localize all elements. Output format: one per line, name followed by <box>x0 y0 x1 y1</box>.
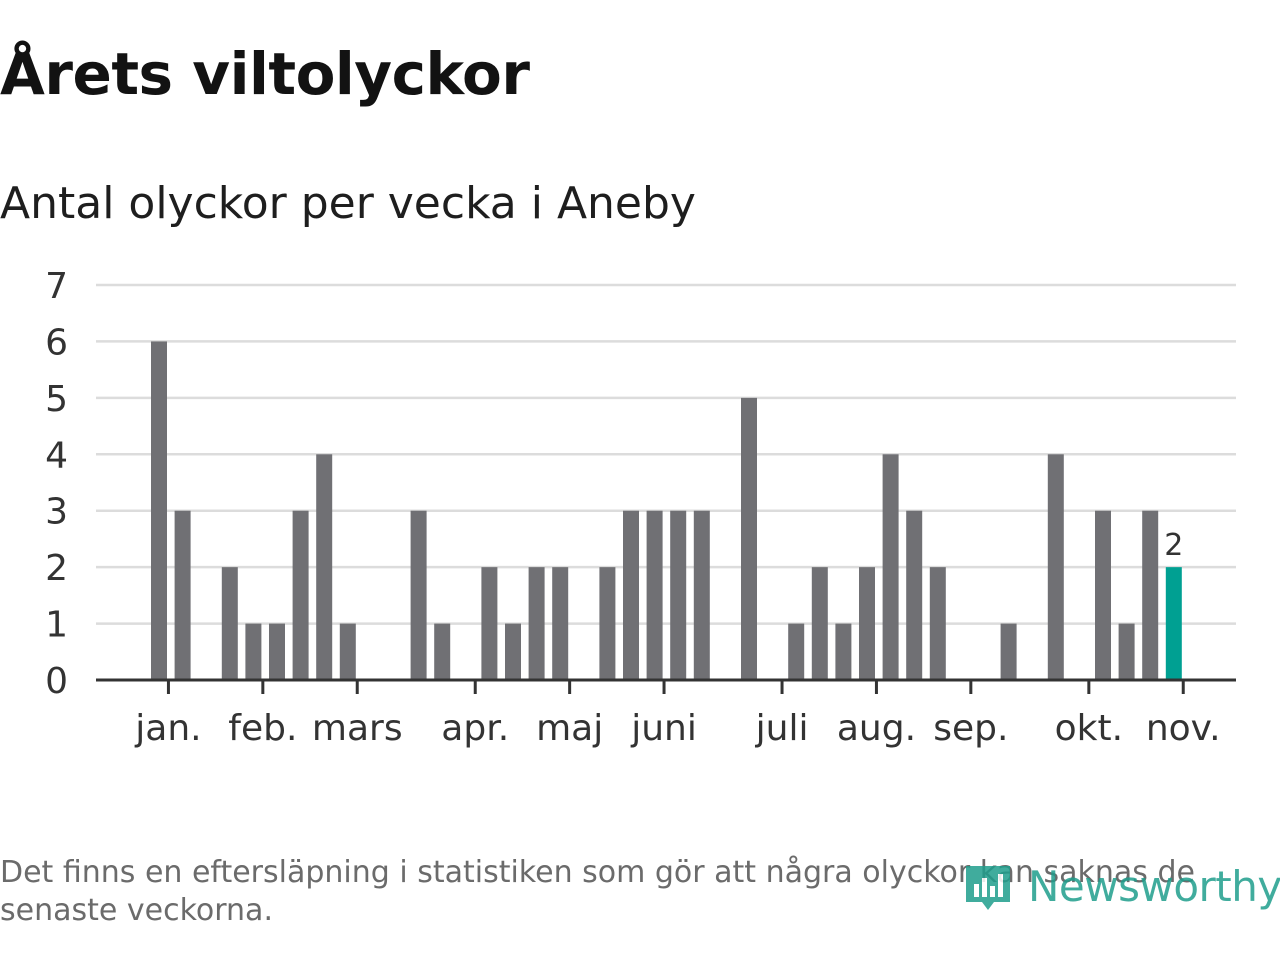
newsworthy-bar-logo-icon <box>966 866 1010 910</box>
bar <box>623 510 639 680</box>
bar <box>292 510 309 680</box>
bars <box>151 341 1182 680</box>
y-tick-label: 1 <box>45 605 68 646</box>
gridlines <box>96 283 1236 625</box>
y-tick-label: 4 <box>45 435 68 476</box>
x-tick-label: okt. <box>1055 708 1123 749</box>
x-axis: jan. feb. mars apr. maj juni juli aug. sep. okt. n… <box>96 678 1236 749</box>
bar <box>1000 623 1017 680</box>
bar <box>552 567 569 680</box>
chart-title: Årets viltolyckor <box>0 40 530 108</box>
y-tick-label: 6 <box>45 322 68 363</box>
bar <box>811 567 828 680</box>
chart-subtitle: Antal olyckor per vecka i Aneby <box>0 178 696 229</box>
bar <box>434 623 451 680</box>
y-tick-label: 0 <box>45 661 68 702</box>
bar <box>882 454 899 680</box>
bar <box>528 567 545 680</box>
bar <box>316 454 333 680</box>
y-tick-label: 7 <box>45 266 68 307</box>
brand-name: Newsworthy <box>1028 861 1280 911</box>
bar <box>151 341 167 680</box>
bar <box>339 623 356 680</box>
bar <box>481 567 498 680</box>
bar <box>693 510 710 680</box>
bar <box>221 567 238 680</box>
bar <box>906 510 923 680</box>
y-tick-label: 3 <box>45 492 68 533</box>
x-tick-label: nov. <box>1146 708 1221 749</box>
bar-highlight <box>1165 567 1182 680</box>
y-tick-label: 5 <box>45 379 68 420</box>
x-tick-label: juli <box>755 708 809 749</box>
bar <box>1047 454 1064 680</box>
bar <box>245 623 262 680</box>
brand-logo: Newsworthy <box>962 858 1280 914</box>
bar <box>269 623 285 680</box>
bar <box>859 567 875 680</box>
bar <box>1118 623 1135 680</box>
y-tick-label: 2 <box>45 548 68 589</box>
x-tick-label: jan. <box>134 708 201 749</box>
bar <box>670 510 687 680</box>
data-labels: 2 <box>1164 528 1183 563</box>
bar <box>741 397 757 680</box>
bar-chart: 0 1 2 3 4 5 6 7 jan. feb. mars apr. maj juni juli aug.… <box>45 266 1236 749</box>
bar <box>599 567 616 680</box>
y-axis-ticks: 0 1 2 3 4 5 6 7 <box>45 266 68 702</box>
x-tick-label: mars <box>312 708 403 749</box>
bar <box>505 623 521 680</box>
bar <box>788 623 805 680</box>
bar <box>835 623 852 680</box>
x-tick-label: feb. <box>228 708 297 749</box>
bar <box>1095 510 1111 680</box>
x-tick-label: juni <box>630 708 697 749</box>
x-tick-label: apr. <box>441 708 509 749</box>
x-tick-label: sep. <box>933 708 1008 749</box>
x-tick-label: maj <box>536 708 603 749</box>
bar <box>174 510 191 680</box>
bar <box>929 567 946 680</box>
bar <box>1142 510 1159 680</box>
data-label: 2 <box>1164 528 1183 563</box>
x-tick-label: aug. <box>837 708 916 749</box>
bar <box>646 510 663 680</box>
bar <box>410 510 427 680</box>
